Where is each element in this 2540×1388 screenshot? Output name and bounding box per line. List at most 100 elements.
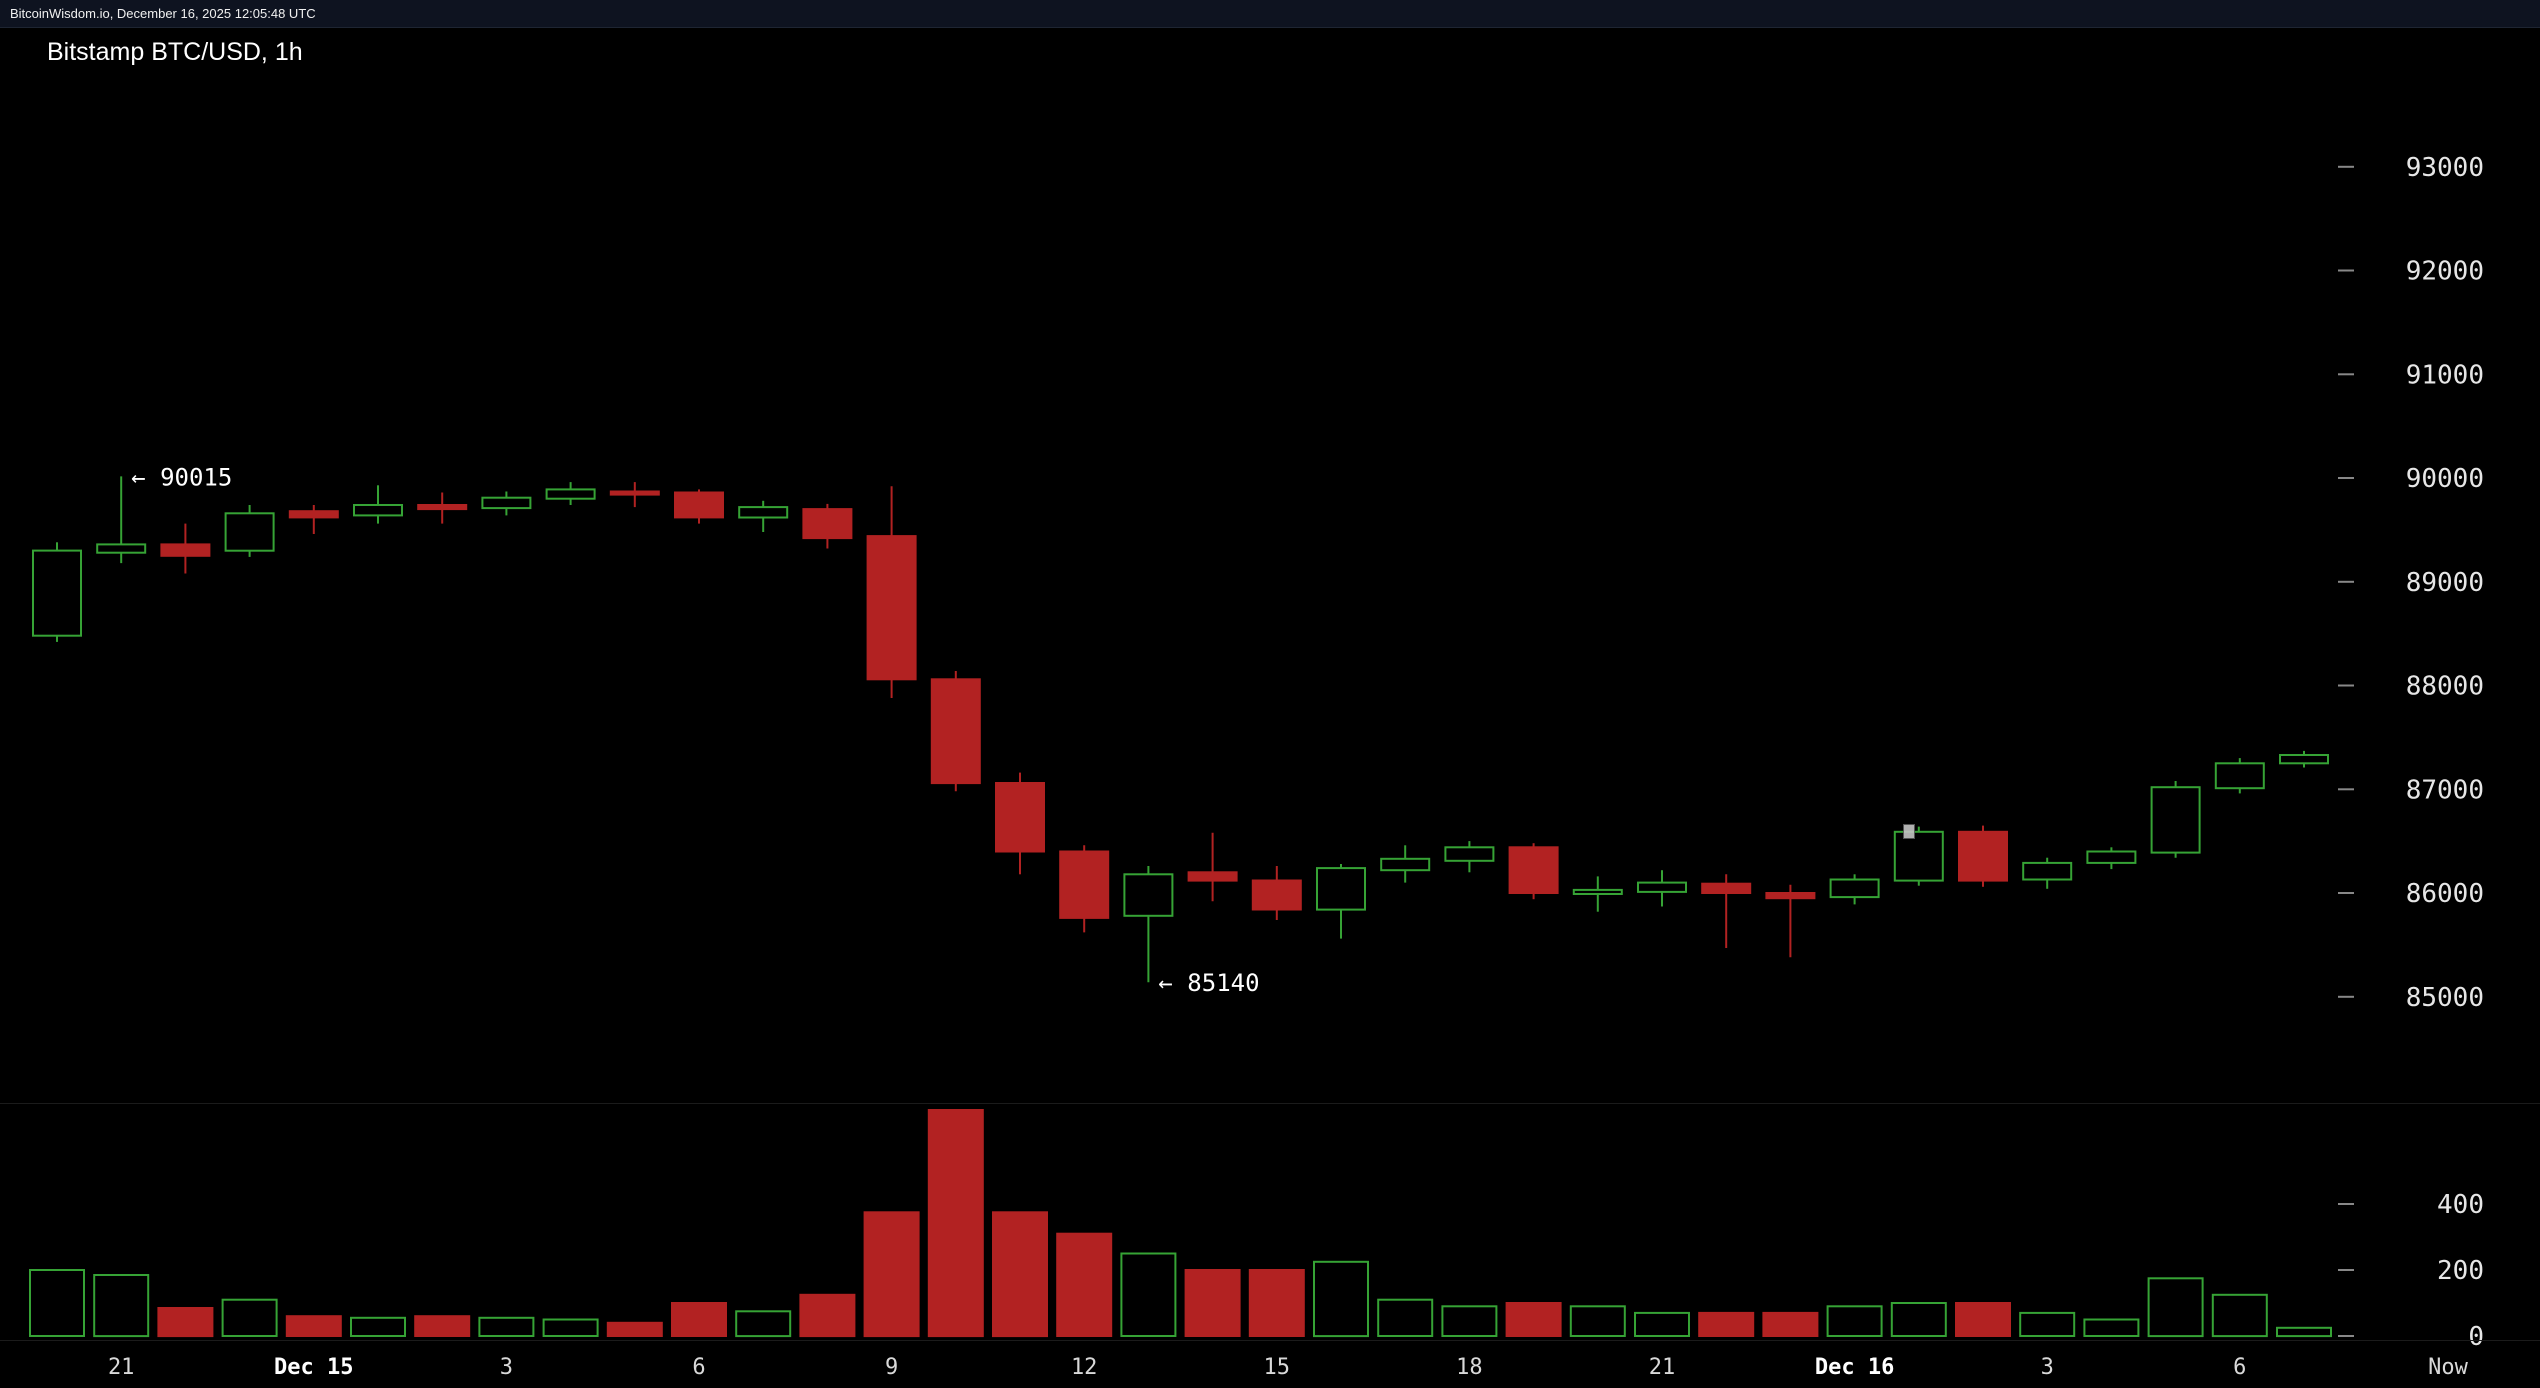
volume-bar	[1248, 1269, 1305, 1337]
candle-body	[1637, 881, 1687, 893]
price-axis-label: 89000	[2406, 568, 2484, 598]
volume-bar	[1313, 1260, 1369, 1338]
candle-body	[224, 512, 275, 552]
time-axis-label: Dec 15	[274, 1355, 353, 1380]
axis-separator	[0, 1340, 2540, 1341]
candle-body	[2214, 762, 2265, 790]
volume-bar	[1634, 1311, 1690, 1338]
candle-body	[674, 491, 724, 519]
candle-body	[481, 496, 532, 510]
volume-bar	[2083, 1318, 2140, 1337]
price-annotation: ← 90015	[131, 463, 232, 491]
volume-axis-label: 0	[2468, 1322, 2484, 1352]
volume-bar	[606, 1321, 663, 1338]
volume-bar	[735, 1310, 792, 1338]
candle-body	[1187, 871, 1238, 882]
candle-body	[995, 782, 1045, 853]
status-bar: BitcoinWisdom.io, December 16, 2025 12:0…	[0, 0, 2540, 28]
candle-body	[1829, 878, 1880, 899]
volume-bar	[1826, 1305, 1883, 1338]
volume-bar	[285, 1315, 342, 1337]
price-annotation: ← 85140	[1158, 969, 1259, 997]
volume-bar	[29, 1269, 85, 1337]
time-axis-label: Dec 16	[1815, 1355, 1894, 1380]
candle-body	[96, 543, 147, 554]
time-axis-label: 12	[1071, 1355, 1098, 1380]
candle-body	[609, 490, 660, 496]
candle-body	[1444, 846, 1495, 862]
price-axis-label: 86000	[2406, 879, 2484, 909]
volume-bar	[1184, 1269, 1241, 1337]
volume-bar	[221, 1298, 278, 1337]
candle-body	[1701, 882, 1752, 895]
time-axis-label: 6	[2233, 1355, 2246, 1380]
candle-body	[738, 506, 789, 519]
price-axis-label: 88000	[2406, 672, 2484, 702]
candle-body	[1508, 846, 1559, 894]
candle-body	[160, 543, 211, 557]
candle-body	[32, 549, 82, 637]
candle-body	[545, 488, 596, 500]
price-axis-label: 92000	[2406, 257, 2484, 287]
mouse-cursor	[1903, 824, 1915, 839]
volume-bar	[478, 1316, 535, 1338]
chart-title: Bitstamp BTC/USD, 1h	[47, 38, 303, 66]
volume-bar	[1955, 1302, 2011, 1337]
volume-bar	[414, 1315, 471, 1337]
volume-bar	[1505, 1302, 1562, 1337]
volume-bar	[2019, 1311, 2076, 1338]
volume-bar	[671, 1302, 727, 1337]
volume-bar	[350, 1316, 406, 1338]
candle-body	[1316, 867, 1366, 911]
time-axis-label: 6	[692, 1355, 705, 1380]
candle-body	[1572, 888, 1623, 896]
time-axis-label: 3	[2041, 1355, 2054, 1380]
time-axis-label: 18	[1456, 1355, 1483, 1380]
candle-body	[2279, 754, 2329, 765]
time-axis-label: 21	[108, 1355, 135, 1380]
candle-body	[866, 535, 917, 681]
candle-body	[1765, 892, 1816, 900]
candle-body	[1958, 830, 2008, 882]
volume-bar	[157, 1307, 214, 1338]
volume-bar	[2211, 1293, 2268, 1338]
volume-bar	[863, 1211, 920, 1338]
candle-body	[2086, 850, 2137, 864]
volume-bar	[1762, 1311, 1819, 1338]
candle-body	[2022, 861, 2073, 881]
price-axis-label: 85000	[2406, 983, 2484, 1013]
candle-body	[1059, 850, 1110, 919]
volume-bar	[1056, 1232, 1113, 1337]
volume-bar	[1569, 1305, 1626, 1338]
price-axis-label: 93000	[2406, 153, 2484, 183]
candle-body	[2150, 786, 2201, 854]
candle-body	[802, 508, 853, 540]
price-axis-label: 87000	[2406, 775, 2484, 805]
status-bar-text: BitcoinWisdom.io, December 16, 2025 12:0…	[10, 6, 316, 21]
time-axis-now-label: Now	[2428, 1355, 2468, 1380]
price-axis-label: 91000	[2406, 360, 2484, 390]
candle-body	[1380, 857, 1431, 872]
candle-body	[1123, 873, 1174, 917]
time-axis-label: 3	[500, 1355, 513, 1380]
time-axis-label: 9	[885, 1355, 898, 1380]
candle-body	[1251, 879, 1302, 911]
volume-bar	[2276, 1326, 2332, 1338]
volume-bar	[927, 1109, 984, 1338]
candle-body	[288, 510, 339, 519]
pane-separator	[0, 1103, 2540, 1104]
volume-bar	[799, 1293, 856, 1338]
time-axis-label: 21	[1649, 1355, 1676, 1380]
volume-bar	[1698, 1311, 1755, 1338]
volume-axis-label: 400	[2437, 1190, 2484, 1220]
candle-body	[1893, 830, 1944, 882]
volume-bar	[1890, 1302, 1947, 1337]
volume-bar	[1120, 1252, 1177, 1337]
price-axis-label: 90000	[2406, 464, 2484, 494]
volume-bar	[1441, 1305, 1498, 1338]
candle-body	[417, 504, 468, 511]
candle-body	[930, 678, 981, 785]
time-axis-label: 15	[1264, 1355, 1291, 1380]
volume-bar	[2147, 1277, 2204, 1338]
